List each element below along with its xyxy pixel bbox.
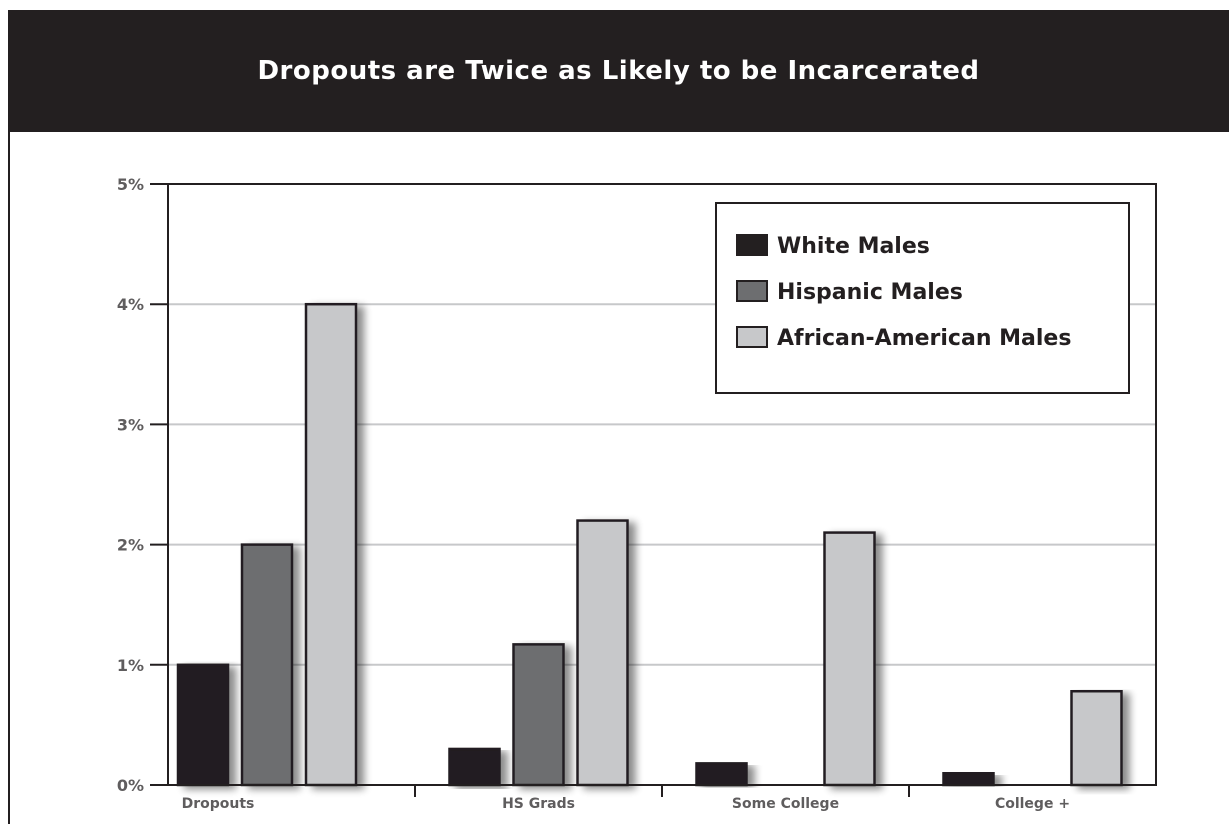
bar-white-males-3	[942, 771, 995, 787]
legend-label: African-American Males	[777, 326, 1071, 351]
title-bar: Dropouts are Twice as Likely to be Incar…	[8, 10, 1229, 132]
bar-hispanic-males-1	[512, 643, 565, 787]
bars	[176, 302, 1123, 787]
bar-african-american-males-2	[823, 531, 876, 787]
x-category-label: Dropouts	[182, 796, 255, 812]
bar-hispanic-males-0	[240, 543, 294, 787]
y-tick-label: 2%	[117, 536, 144, 555]
x-category-label: Some College	[732, 796, 839, 812]
legend-label: Hispanic Males	[777, 280, 963, 305]
x-category-label: College +	[995, 796, 1070, 812]
bar-african-american-males-3	[1070, 689, 1123, 787]
bar-african-american-males-0	[304, 302, 358, 787]
y-tick-label: 5%	[117, 175, 144, 194]
legend-label: White Males	[777, 234, 930, 259]
bar-white-males-2	[695, 762, 748, 787]
y-tick-label: 1%	[117, 656, 144, 675]
axes: 0% 1% 2% 3% 4% 5% Dropouts HS Grads Some College…	[117, 175, 1156, 812]
legend-swatch	[736, 280, 768, 302]
bar-white-males-1	[448, 747, 501, 787]
legend-box	[715, 202, 1130, 394]
x-category-label: HS Grads	[502, 796, 575, 812]
y-tick-label: 4%	[117, 295, 144, 314]
y-tick-label: 0%	[117, 776, 144, 795]
legend-swatch	[736, 234, 768, 256]
y-tick-label: 3%	[117, 415, 144, 434]
legend-swatch	[736, 326, 768, 348]
bar-white-males-0	[176, 663, 230, 787]
chart-title: Dropouts are Twice as Likely to be Incar…	[257, 56, 980, 86]
legend: White Males Hispanic Males African-America…	[715, 202, 1130, 394]
bar-african-american-males-1	[576, 519, 629, 787]
